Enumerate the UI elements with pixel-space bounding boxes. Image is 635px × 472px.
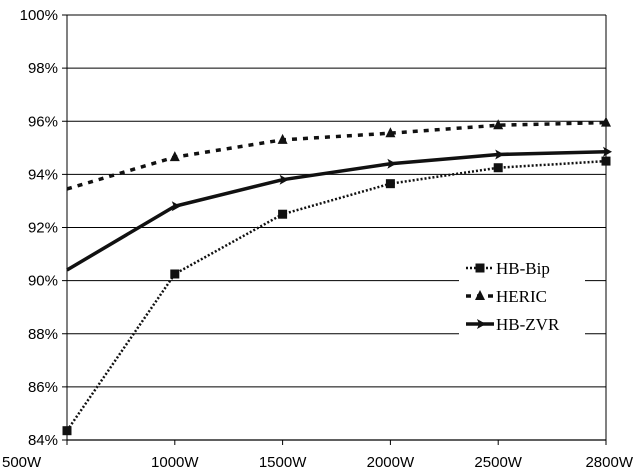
- data-point: [170, 269, 180, 279]
- y-tick-label: 88%: [28, 326, 58, 343]
- data-point: [385, 179, 395, 189]
- data-point: [278, 209, 288, 219]
- legend-item: HB-ZVR: [466, 315, 560, 334]
- legend-label: HERIC: [496, 287, 547, 306]
- series-line: [66, 120, 607, 191]
- legend-marker: [475, 263, 485, 273]
- data-point: [495, 149, 505, 160]
- series-line: [65, 159, 607, 432]
- x-tick-label: 2500W: [474, 454, 522, 471]
- legend-label: HB-Bip: [496, 259, 550, 278]
- x-tick-label: 500W: [2, 454, 42, 471]
- series-heric: [66, 116, 611, 191]
- data-point: [169, 151, 180, 162]
- legend: HB-Bip HERIC HB-ZVR: [459, 251, 585, 345]
- x-tick-labels: 500W 1000W 1500W 2000W 2500W 2800W: [2, 454, 634, 471]
- data-point: [601, 116, 611, 127]
- series-hb-zvr: [66, 146, 612, 272]
- legend-item: HB-Bip: [466, 259, 550, 278]
- y-tick-label: 84%: [28, 432, 58, 449]
- y-tick-label: 92%: [28, 220, 58, 237]
- data-point: [62, 426, 72, 436]
- data-point: [279, 174, 289, 185]
- y-tick-labels: 84% 86% 88% 90% 92% 94% 96% 98% 100%: [20, 7, 58, 449]
- x-tick-label: 1000W: [151, 454, 199, 471]
- legend-label: HB-ZVR: [496, 315, 560, 334]
- series-hb-bip: [62, 156, 611, 436]
- series-line: [66, 150, 607, 272]
- axes: [62, 14, 607, 445]
- legend-marker: [475, 290, 485, 300]
- series-lines: [62, 116, 612, 436]
- data-point: [387, 158, 397, 169]
- y-tick-label: 94%: [28, 166, 58, 183]
- data-point: [493, 163, 503, 173]
- data-point: [601, 156, 611, 166]
- y-tick-label: 98%: [28, 60, 58, 77]
- legend-item: HERIC: [466, 287, 547, 306]
- x-tick-label: 2800W: [585, 454, 633, 471]
- x-tick-label: 1500W: [259, 454, 307, 471]
- y-tick-label: 90%: [28, 273, 58, 290]
- grid-lines: [67, 14, 606, 441]
- data-point: [385, 127, 396, 138]
- data-point: [493, 119, 504, 130]
- y-tick-label: 86%: [28, 379, 58, 396]
- y-tick-label: 96%: [28, 113, 58, 130]
- data-point: [603, 146, 612, 157]
- data-point: [277, 133, 288, 144]
- legend-marker: [477, 319, 486, 329]
- x-tick-label: 2000W: [367, 454, 415, 471]
- data-point: [171, 201, 181, 212]
- y-tick-label: 100%: [20, 7, 58, 24]
